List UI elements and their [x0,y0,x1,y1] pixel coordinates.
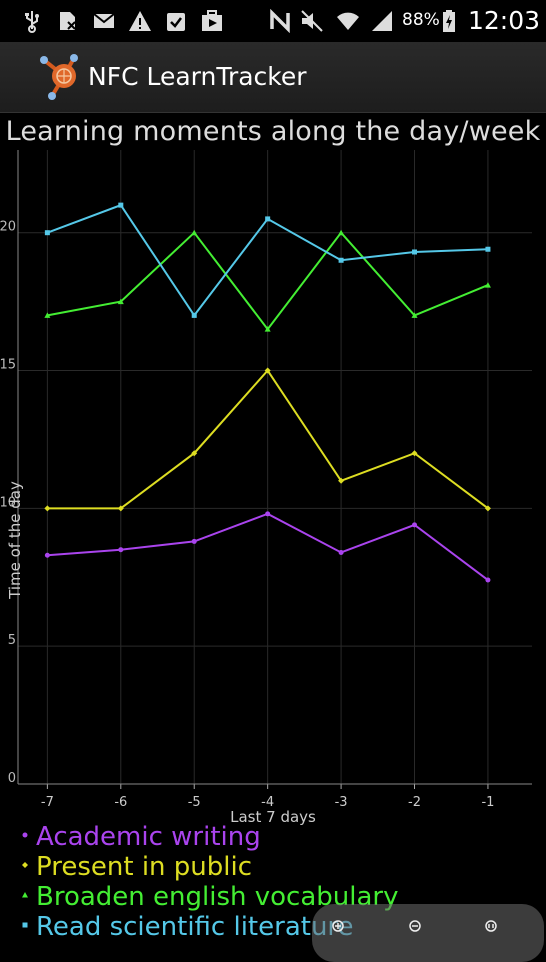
data-point [411,450,418,457]
data-point [412,522,418,528]
play-store-icon [202,10,222,31]
signal-icon [372,11,392,31]
y-axis-title: Time of the day [6,481,24,600]
data-point [117,505,124,512]
data-point [411,312,418,318]
y-tick-label: 0 [8,771,16,786]
status-bar: 88% 12:03 [0,0,546,42]
battery-charging-icon [443,10,455,32]
zoom-controls [312,904,544,962]
data-point [338,477,345,484]
chart-grid [18,150,532,785]
zoom-out-icon[interactable] [401,912,429,940]
data-point [265,511,271,517]
chart-title: Learning moments along the day/week [5,116,541,147]
legend-label: Academic writing [36,822,261,852]
data-point [412,249,418,255]
data-point [191,450,198,457]
wifi-icon [337,12,359,30]
data-point [484,505,491,512]
chart-series [44,202,491,583]
x-tick-label: -2 [408,795,421,810]
chart-axes: 0 5 10 15 20 -7 -6 -5 -4 -3 -2 -1 Last 7 days Time of… [0,150,532,826]
x-tick-label: -7 [41,795,54,810]
data-point [44,505,51,512]
data-point [44,552,50,558]
x-tick-label: -1 [481,795,494,810]
data-point [44,230,50,236]
app-title: NFC LearnTracker [88,62,307,91]
y-tick-label: 5 [8,633,16,648]
zoom-reset-icon[interactable] [477,912,505,940]
action-bar: NFC LearnTracker [0,42,546,113]
sim-blocked-icon [60,12,76,30]
legend-label: Read scientific literature [36,912,354,942]
data-point [191,312,197,318]
data-point [484,282,491,288]
data-point [44,312,51,318]
data-point [338,229,345,236]
data-point [191,229,198,236]
data-point [338,257,344,263]
data-point [22,892,28,898]
x-tick-label: -4 [261,795,274,810]
nfc-icon [270,9,290,33]
data-point [118,202,124,208]
x-tick-label: -5 [188,795,201,810]
y-tick-label: 15 [0,358,16,373]
y-tick-label: 20 [0,220,16,235]
data-point [22,832,28,838]
data-point [338,549,344,555]
data-point [191,538,197,544]
status-clock: 12:03 [468,6,541,35]
y-tick-label: 10 [0,495,16,510]
data-point [117,298,124,305]
data-point [118,547,124,553]
data-point [264,367,271,374]
line-chart[interactable]: 0 5 10 15 20 -7 -6 -5 -4 -3 -2 -1 Last 7 days Time of… [0,113,546,962]
learntracker-logo[interactable] [34,52,84,102]
data-point [22,862,28,868]
warning-icon [129,11,151,31]
legend-label: Present in public [36,852,252,882]
mail-icon [93,13,115,28]
data-point [265,216,271,222]
zoom-in-icon[interactable] [324,912,352,940]
mute-icon [301,10,323,32]
data-point [264,326,271,332]
x-tick-label: -3 [335,795,348,810]
x-axis-title: Last 7 days [230,808,316,826]
usb-icon [25,11,39,33]
data-point [22,922,28,928]
data-point [485,246,491,252]
clipboard-check-icon [167,13,185,31]
x-tick-label: -6 [114,795,127,810]
data-point [485,577,491,583]
battery-percent: 88% [402,10,440,30]
